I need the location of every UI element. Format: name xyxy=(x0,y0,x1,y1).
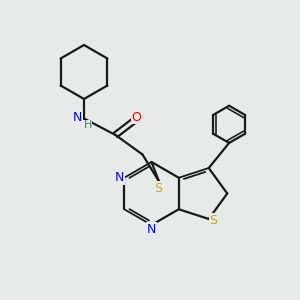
Text: S: S xyxy=(154,182,162,195)
Text: N: N xyxy=(115,171,124,184)
Text: O: O xyxy=(132,110,141,124)
Text: S: S xyxy=(209,214,217,227)
Text: N: N xyxy=(147,223,156,236)
Text: H: H xyxy=(83,120,92,130)
Text: N: N xyxy=(73,111,82,124)
